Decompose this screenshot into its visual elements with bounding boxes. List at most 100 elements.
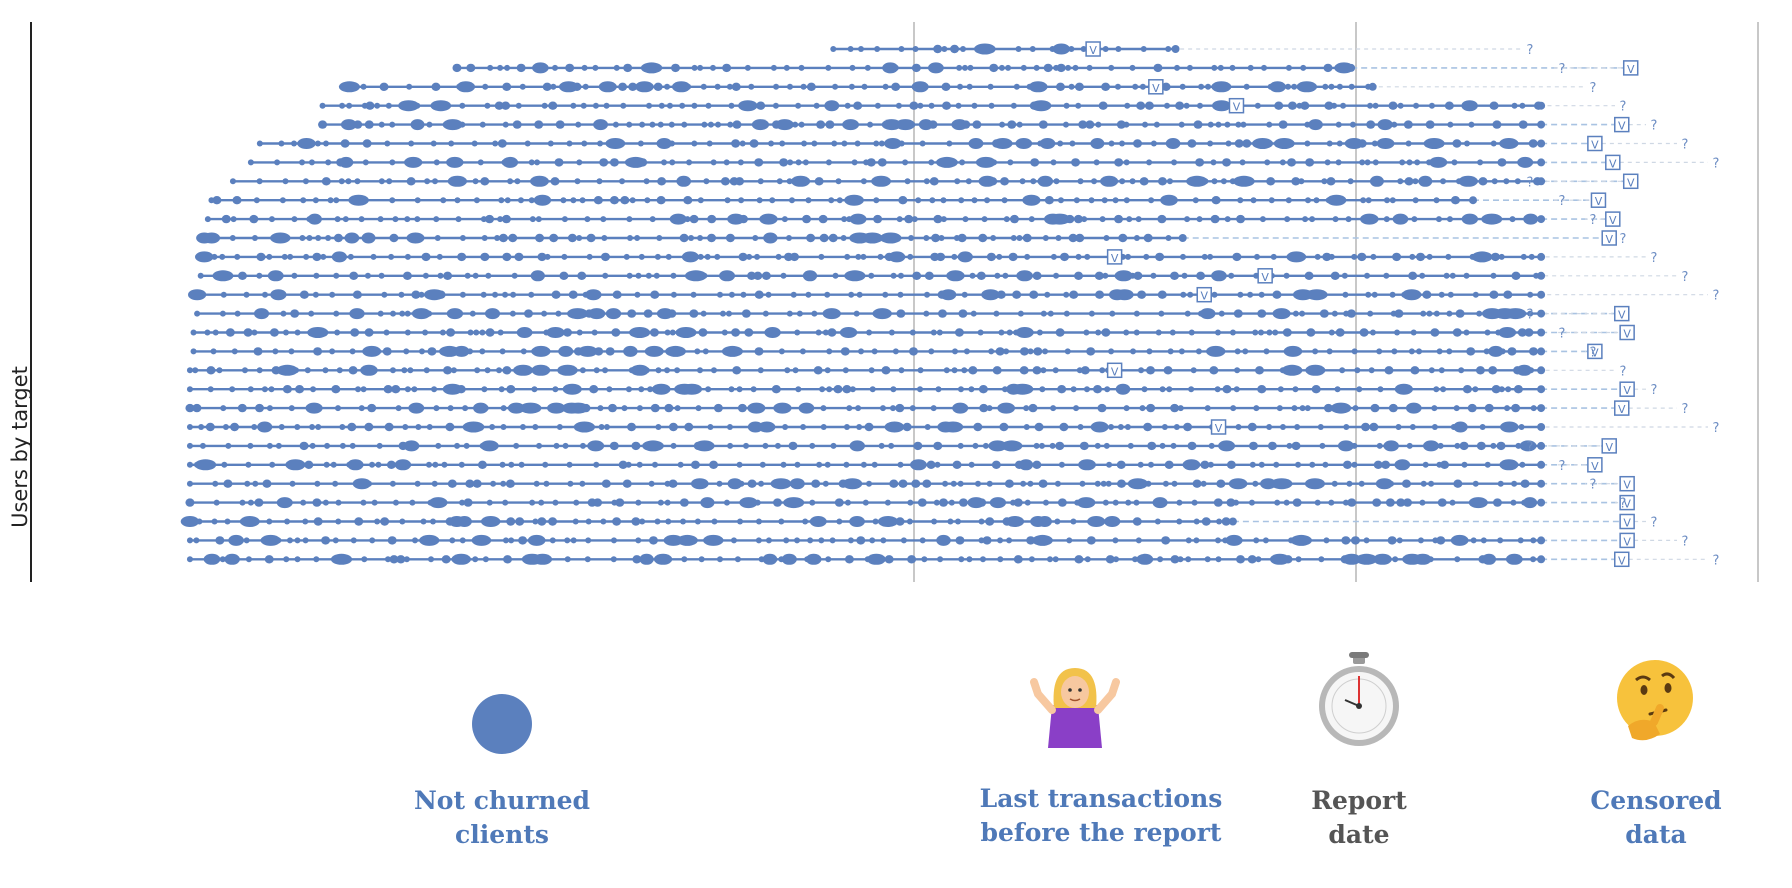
transaction-dot <box>770 64 777 71</box>
transaction-dot <box>1199 308 1216 320</box>
transaction-dot <box>968 138 984 149</box>
transaction-dot <box>844 499 851 506</box>
transaction-dot <box>977 329 984 336</box>
transaction-dot <box>1153 121 1160 128</box>
transaction-dot <box>1019 347 1029 356</box>
transaction-dot <box>500 480 507 487</box>
transaction-dot <box>966 556 973 563</box>
transaction-dot <box>221 214 231 224</box>
transaction-dot <box>1388 101 1398 110</box>
transaction-dot <box>1053 178 1060 185</box>
transaction-dot <box>1499 348 1506 355</box>
transaction-dot <box>1070 518 1077 525</box>
transaction-dot <box>338 156 354 168</box>
last-transaction-marker-label: V <box>1623 535 1631 548</box>
transaction-dot <box>562 328 572 337</box>
transaction-dot <box>579 480 586 487</box>
transaction-dot <box>1475 366 1485 375</box>
transaction-dot <box>1490 252 1500 262</box>
transaction-dot <box>548 101 558 110</box>
transaction-dot <box>481 235 488 241</box>
transaction-dot <box>494 235 501 241</box>
transaction-dot <box>482 405 489 412</box>
transaction-dot <box>809 499 816 506</box>
transaction-dot <box>1187 441 1197 451</box>
transaction-dot <box>957 251 973 263</box>
transaction-dot <box>1049 442 1056 449</box>
transaction-dot <box>1446 348 1453 355</box>
transaction-dot <box>411 308 431 320</box>
transaction-dot <box>1412 197 1419 204</box>
transaction-dot <box>671 63 681 73</box>
transaction-dot <box>921 556 928 563</box>
transaction-dot <box>723 159 730 166</box>
transaction-dot <box>630 364 650 376</box>
transaction-dot <box>750 386 757 393</box>
transaction-dot <box>1356 386 1363 393</box>
transaction-dot <box>203 232 221 244</box>
transaction-dot <box>1139 405 1146 412</box>
transaction-dot <box>307 213 322 225</box>
transaction-dot <box>1384 197 1391 204</box>
transaction-dot <box>1191 499 1198 506</box>
transaction-dot <box>1205 83 1212 90</box>
transaction-dot <box>371 499 378 506</box>
transaction-dot <box>790 175 811 187</box>
transaction-dot <box>309 442 316 449</box>
transaction-dot <box>321 177 331 186</box>
transaction-dot <box>198 424 205 430</box>
transaction-dot <box>958 556 965 563</box>
transaction-dot <box>1178 234 1187 242</box>
transaction-dot <box>952 348 959 355</box>
transaction-dot <box>245 461 252 468</box>
transaction-dot <box>314 140 321 147</box>
transaction-dot <box>1211 291 1218 298</box>
transaction-dot <box>1132 517 1142 526</box>
transaction-dot <box>302 537 309 544</box>
transaction-dot <box>1360 213 1379 225</box>
transaction-dot <box>1405 402 1422 414</box>
transaction-dot <box>509 310 516 317</box>
transaction-dot <box>349 348 356 355</box>
transaction-dot <box>1247 64 1254 71</box>
transaction-dot <box>1042 348 1049 355</box>
transaction-dot <box>1418 175 1433 187</box>
transaction-dot <box>515 102 522 109</box>
transaction-dot <box>603 102 610 109</box>
transaction-dot <box>759 213 778 225</box>
transaction-dot <box>446 156 464 168</box>
transaction-dot <box>1139 83 1146 90</box>
transaction-dot <box>1207 461 1214 468</box>
transaction-dot <box>230 422 240 432</box>
transaction-dot <box>738 214 748 224</box>
transaction-dot <box>500 424 507 430</box>
transaction-dot <box>1422 290 1432 299</box>
transaction-dot <box>1069 140 1076 147</box>
transaction-dot <box>1520 253 1527 260</box>
transaction-dot <box>997 556 1004 563</box>
transaction-dot <box>754 158 764 167</box>
transaction-dot <box>856 536 866 545</box>
transaction-dot <box>1162 480 1169 487</box>
transaction-dot <box>1528 139 1538 148</box>
transaction-dot <box>280 310 287 317</box>
transaction-dot <box>270 289 287 301</box>
transaction-dot <box>1328 499 1335 506</box>
transaction-dot <box>884 499 891 506</box>
transaction-dot <box>1150 272 1157 279</box>
transaction-dot <box>694 348 701 355</box>
transaction-dot <box>195 251 214 263</box>
transaction-dot <box>728 102 735 109</box>
transaction-dot <box>896 216 903 223</box>
transaction-dot <box>724 197 731 204</box>
transaction-dot <box>1263 348 1270 355</box>
transaction-dot <box>951 367 958 374</box>
transaction-dot <box>237 271 247 280</box>
transaction-dot <box>1369 422 1379 432</box>
transaction-dot <box>307 327 329 338</box>
transaction-dot <box>374 102 381 109</box>
transaction-dot <box>519 424 526 430</box>
transaction-dot <box>1006 537 1013 544</box>
transaction-dot <box>498 233 508 243</box>
transaction-dot <box>1326 194 1347 206</box>
